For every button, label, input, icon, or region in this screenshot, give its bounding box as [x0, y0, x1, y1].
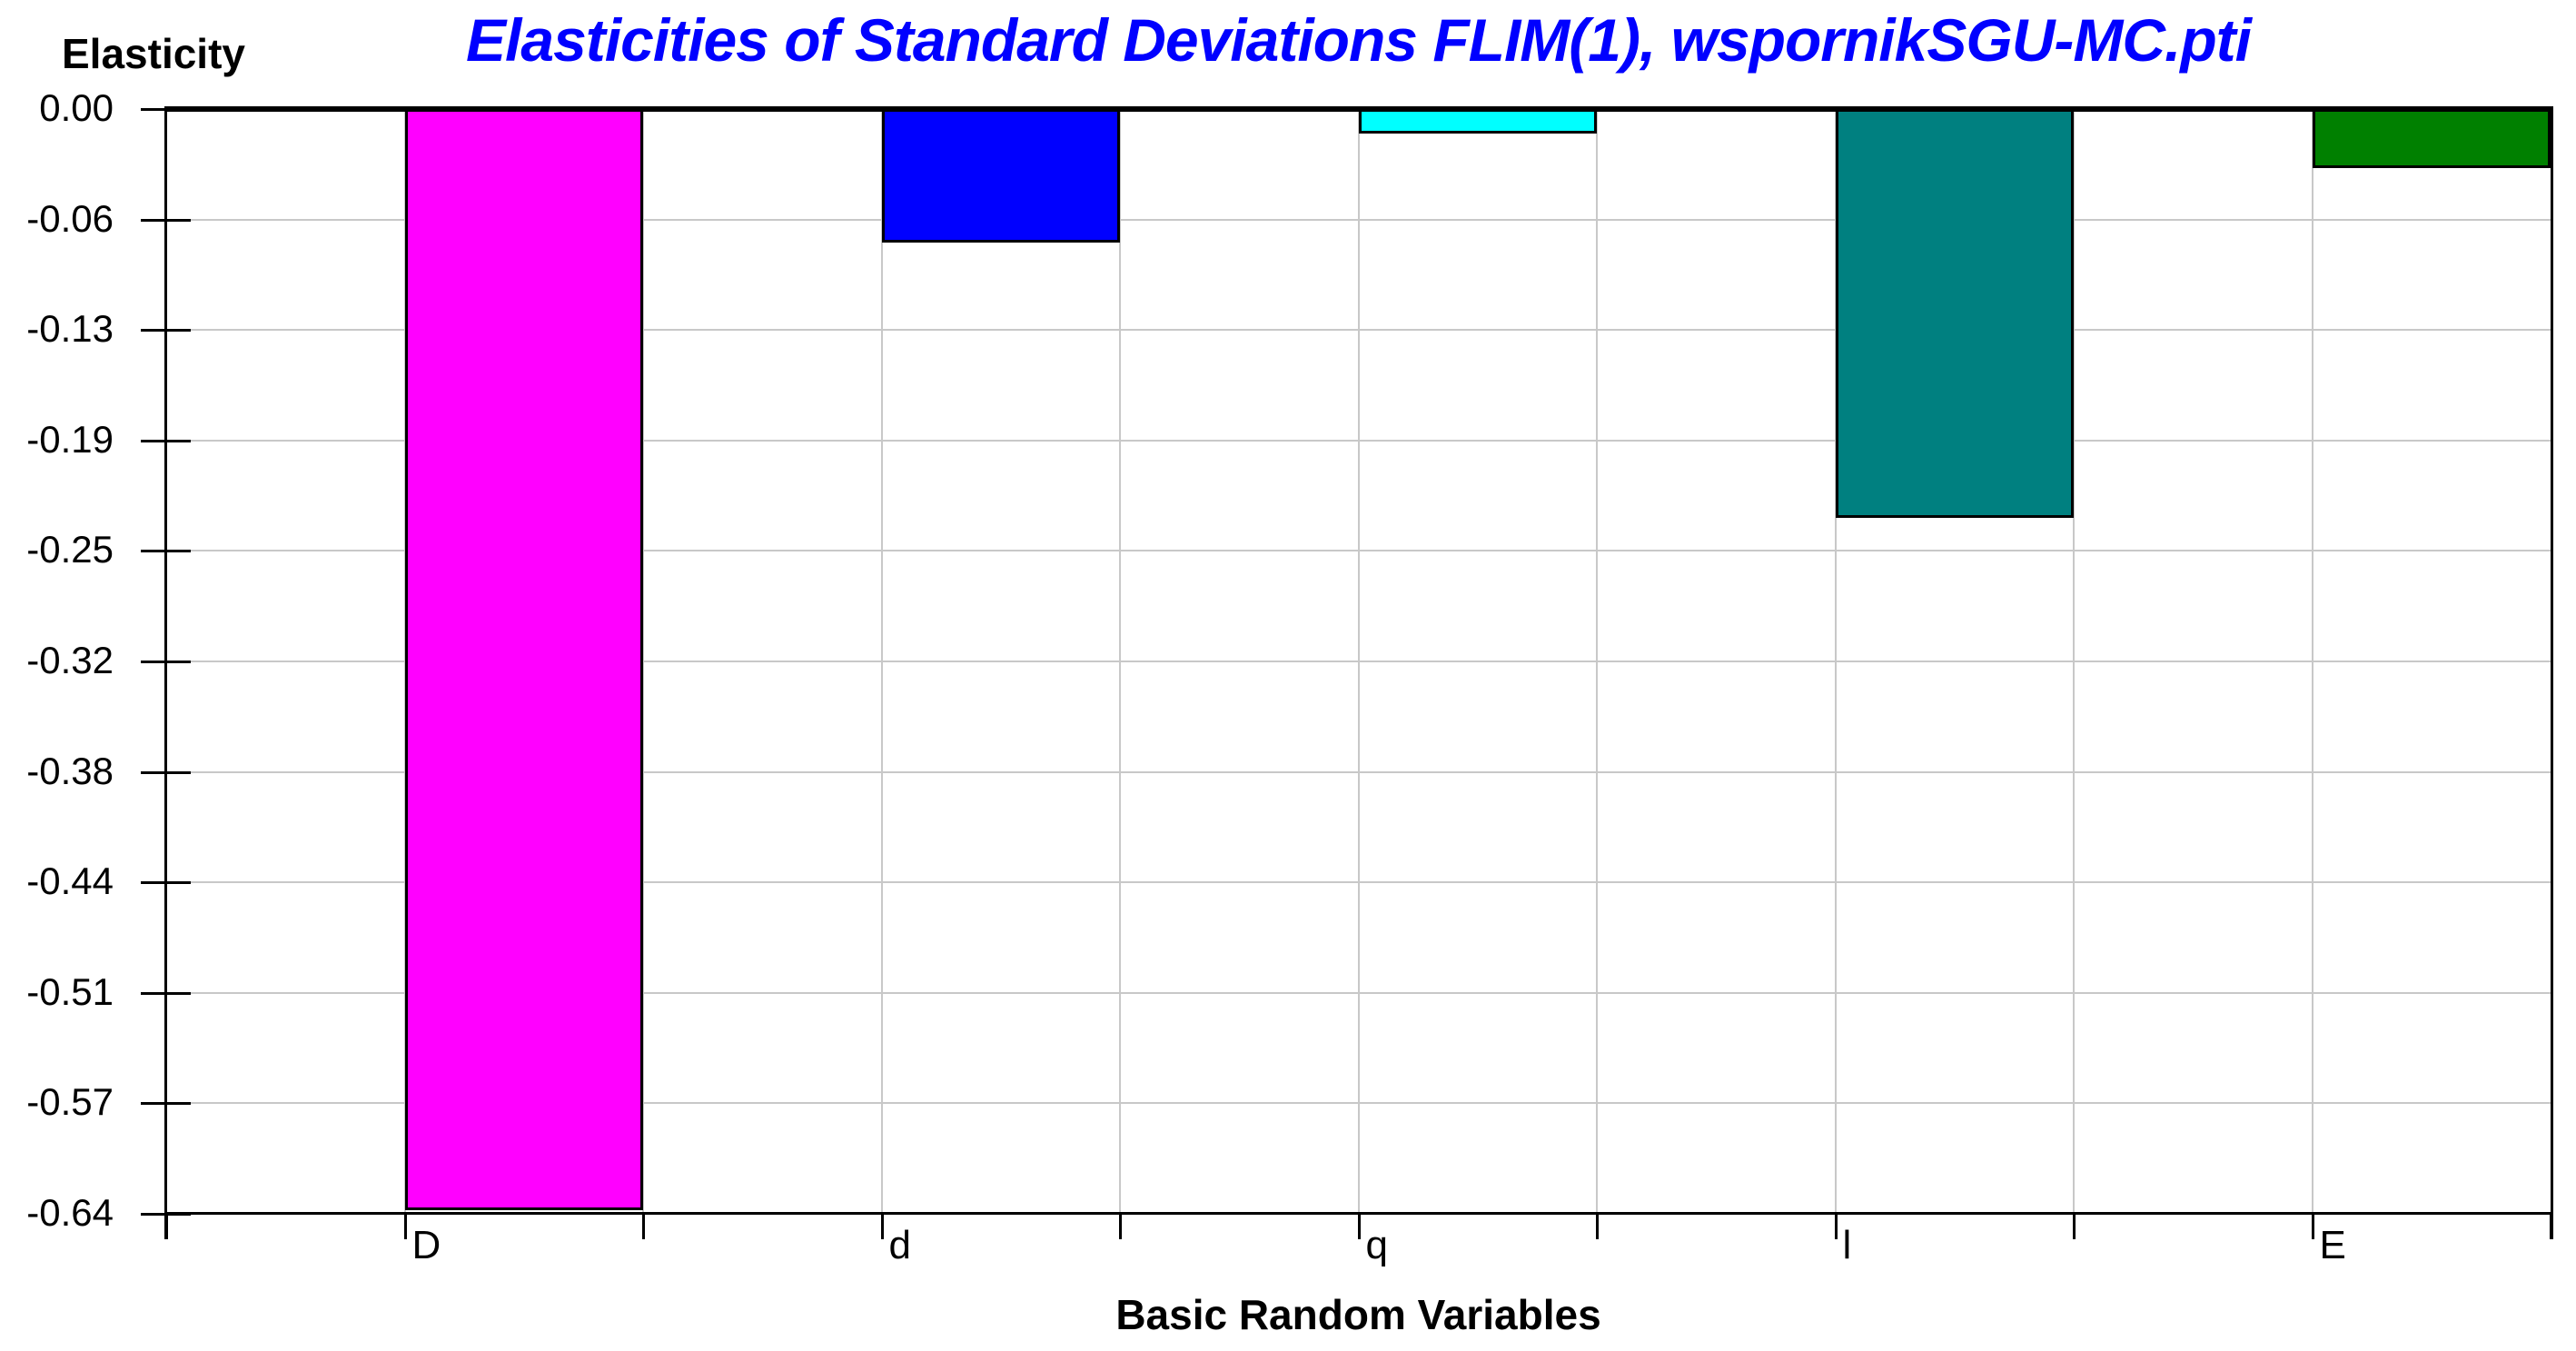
x-tick-label-d: d	[888, 1223, 911, 1267]
x-axis-tick	[165, 1214, 168, 1239]
vertical-gridline	[1834, 109, 1837, 1214]
vertical-gridline	[1357, 109, 1360, 1214]
y-axis-tick	[141, 991, 191, 995]
y-axis-tick	[141, 661, 191, 663]
y-axis-tick	[141, 881, 191, 885]
x-axis-tick	[1357, 1214, 1361, 1239]
y-tick-label: -0.44	[26, 859, 114, 903]
x-axis-tick	[1596, 1214, 1599, 1239]
x-axis-tick	[642, 1214, 645, 1239]
x-tick-label-D: D	[411, 1223, 441, 1267]
y-axis-tick	[141, 218, 191, 222]
bar-E	[2312, 109, 2551, 169]
x-axis-tick	[1119, 1214, 1122, 1239]
plot-bottom-border	[166, 1212, 2551, 1215]
vertical-gridline	[1119, 109, 1121, 1214]
x-axis-tick	[2550, 1214, 2552, 1239]
y-axis-line	[164, 106, 167, 1239]
vertical-gridline	[880, 109, 883, 1214]
bar-d	[881, 109, 1120, 243]
bar-q	[1358, 109, 1597, 134]
x-axis-tick	[1834, 1214, 1838, 1239]
y-tick-label: -0.19	[26, 417, 114, 461]
plot-right-border	[2551, 106, 2553, 1239]
bar-l	[1835, 109, 2074, 519]
y-tick-label: -0.13	[26, 307, 114, 351]
chart-title: Elasticities of Standard Deviations FLIM…	[466, 6, 2252, 74]
y-tick-label: -0.06	[26, 196, 114, 240]
vertical-gridline	[642, 109, 644, 1214]
x-axis-tick	[880, 1214, 884, 1239]
x-tick-label-q: q	[1365, 1223, 1388, 1267]
x-axis-zero-line	[164, 106, 2553, 112]
y-axis-tick	[141, 550, 191, 553]
y-tick-label: -0.64	[26, 1191, 114, 1235]
y-tick-label: -0.32	[26, 639, 114, 682]
bar-D	[404, 109, 643, 1211]
y-tick-label: -0.57	[26, 1080, 114, 1124]
y-tick-label: 0.00	[39, 86, 114, 130]
y-axis-tick	[141, 329, 191, 333]
y-axis-tick	[141, 1102, 191, 1106]
x-axis-tick	[2073, 1214, 2076, 1239]
x-tick-label-l: l	[1842, 1223, 1852, 1267]
vertical-gridline	[2311, 109, 2313, 1214]
x-axis-title: Basic Random Variables	[1115, 1291, 1601, 1338]
x-tick-label-E: E	[2319, 1223, 2346, 1267]
y-axis-tick	[141, 439, 191, 442]
y-axis-tick	[141, 770, 191, 774]
plot-area: 0.00 -0.06 -0.13 -0.19 -0.25 -0.32 -0.38 -0.44 -…	[26, 86, 2553, 1267]
y-tick-label: -0.25	[26, 528, 114, 571]
y-tick-label: -0.51	[26, 969, 114, 1013]
x-axis-tick	[403, 1214, 407, 1239]
vertical-gridline	[2073, 109, 2075, 1214]
vertical-gridline	[1596, 109, 1598, 1214]
y-tick-label: -0.38	[26, 749, 114, 792]
y-axis-tick	[141, 108, 191, 111]
y-axis-title: Elasticity	[62, 30, 245, 77]
x-axis-tick	[2311, 1214, 2314, 1239]
